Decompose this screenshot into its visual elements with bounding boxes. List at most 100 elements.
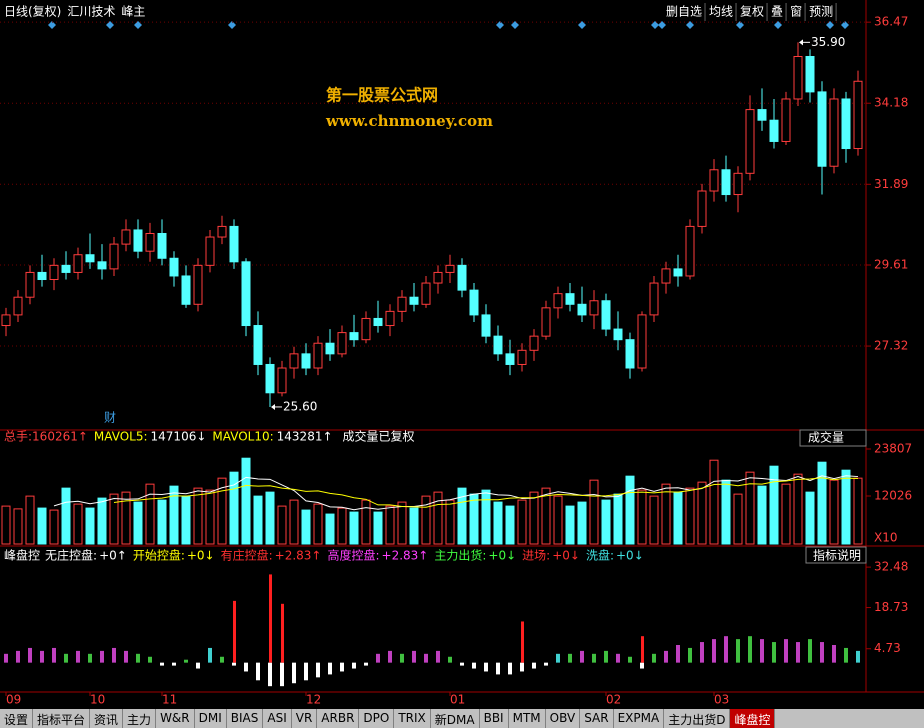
volume-bar: [733, 493, 743, 545]
legend-value: +0↑: [99, 549, 127, 563]
toolbar-button[interactable]: 窗: [790, 5, 802, 19]
volume-header-value: 160261↑: [32, 430, 88, 444]
tab[interactable]: 指标平台: [33, 709, 91, 728]
volume-bar: [325, 513, 335, 545]
y-tick-label: 31.89: [874, 177, 908, 191]
legend-name: MAVOL10:: [212, 430, 273, 444]
candle-body: [529, 335, 539, 351]
tab[interactable]: 资讯: [90, 709, 124, 728]
tab[interactable]: SAR: [580, 709, 614, 728]
legend-name: 无庄控盘:: [45, 548, 97, 563]
volume-bar: [1, 505, 11, 545]
volume-bar: [205, 489, 215, 545]
indicator-title: 峰盘控: [4, 548, 40, 563]
indicator-bar: [484, 662, 488, 672]
tab[interactable]: DMI: [195, 709, 227, 728]
tab[interactable]: W&R: [156, 709, 195, 728]
indicator-spike: [641, 636, 644, 663]
tab[interactable]: TRIX: [394, 709, 431, 728]
y-tick-label: 29.61: [874, 257, 908, 271]
chart: 第一股票公式网 www.chnmoney.com 财 成交量 X10 指标说明 …: [0, 0, 924, 707]
candle-body: [613, 328, 623, 341]
indicator-bar: [688, 647, 692, 663]
ma-line: [113, 477, 859, 508]
toolbar-button[interactable]: 预测: [809, 5, 833, 19]
candle-body: [781, 98, 791, 142]
indicator-bar: [172, 662, 176, 666]
x-tick-label: 11: [162, 693, 177, 707]
candle-body: [793, 55, 803, 100]
tab[interactable]: ASI: [263, 709, 292, 728]
candle-body: [289, 353, 299, 369]
tab[interactable]: MTM: [509, 709, 546, 728]
candle-body: [721, 169, 731, 196]
candle-body: [661, 268, 671, 284]
legend-value: 143281↑: [277, 430, 333, 444]
volume-title[interactable]: 成交量: [808, 430, 844, 445]
volume-bar: [517, 499, 527, 545]
volume-bar: [73, 503, 83, 545]
volume-selector[interactable]: [799, 429, 867, 447]
tab[interactable]: OBV: [546, 709, 581, 728]
volume-bar: [349, 511, 359, 545]
indicator-bar: [760, 639, 764, 663]
indicator-bar: [340, 662, 344, 672]
tab[interactable]: 主力: [123, 709, 157, 728]
volume-header-name: 总手:: [4, 430, 32, 444]
volume-bar: [85, 507, 95, 545]
volume-bar: [181, 495, 191, 545]
indicator-bar: [772, 642, 776, 663]
help-button[interactable]: [805, 546, 867, 564]
tab[interactable]: BIAS: [227, 709, 264, 728]
volume-bar: [625, 475, 635, 545]
candle-body: [121, 229, 131, 245]
indicator-spike: [281, 603, 284, 663]
volume-bar: [61, 487, 71, 545]
help-label[interactable]: 指标说明: [813, 548, 861, 563]
event-markers: [48, 21, 849, 29]
candle-body: [109, 243, 119, 270]
indicator-bar: [796, 642, 800, 663]
event-label: 财: [104, 411, 116, 425]
toolbar-button[interactable]: 叠: [771, 5, 783, 19]
indicator-bar: [184, 659, 188, 663]
candle-body: [637, 314, 647, 369]
tab[interactable]: 新DMA: [431, 709, 480, 728]
toolbar-button[interactable]: 删自选: [666, 5, 702, 19]
volume-bar: [37, 507, 47, 545]
tab[interactable]: EXPMA: [614, 709, 665, 728]
indicator-spike: [269, 574, 272, 663]
candle-body: [337, 332, 347, 355]
tab[interactable]: 峰盘控: [730, 709, 776, 728]
candle-body: [733, 172, 743, 196]
indicator-bar: [832, 645, 836, 663]
tab[interactable]: 设置: [0, 709, 34, 728]
volume-bar: [721, 479, 731, 545]
candle-body: [193, 264, 203, 305]
candle-body: [301, 353, 311, 369]
indicator-bar: [220, 656, 224, 663]
candle-body: [589, 300, 599, 316]
legend-name: 主力出货:: [434, 548, 486, 563]
toolbar-button[interactable]: 均线: [709, 5, 733, 19]
indicator-bar: [664, 650, 668, 663]
volume-bar: [469, 493, 479, 545]
tab[interactable]: 主力出货D: [664, 709, 731, 728]
x-tick-label: 02: [606, 693, 621, 707]
candle-body: [265, 363, 275, 394]
indicator-bar: [4, 653, 8, 663]
indicator-bar: [508, 662, 512, 675]
volume-bar: [445, 499, 455, 545]
toolbar-button[interactable]: 复权: [740, 5, 764, 19]
tab[interactable]: BBI: [480, 709, 509, 728]
volume-bar: [25, 495, 35, 545]
tab[interactable]: VR: [292, 709, 318, 728]
tab[interactable]: DPO: [359, 709, 395, 728]
volume-bar: [769, 465, 779, 545]
indicator-bar: [640, 662, 644, 669]
indicator-bar: [208, 647, 212, 663]
indicator-bar: [472, 662, 476, 669]
tab[interactable]: ARBR: [317, 709, 360, 728]
candle-body: [685, 225, 695, 277]
